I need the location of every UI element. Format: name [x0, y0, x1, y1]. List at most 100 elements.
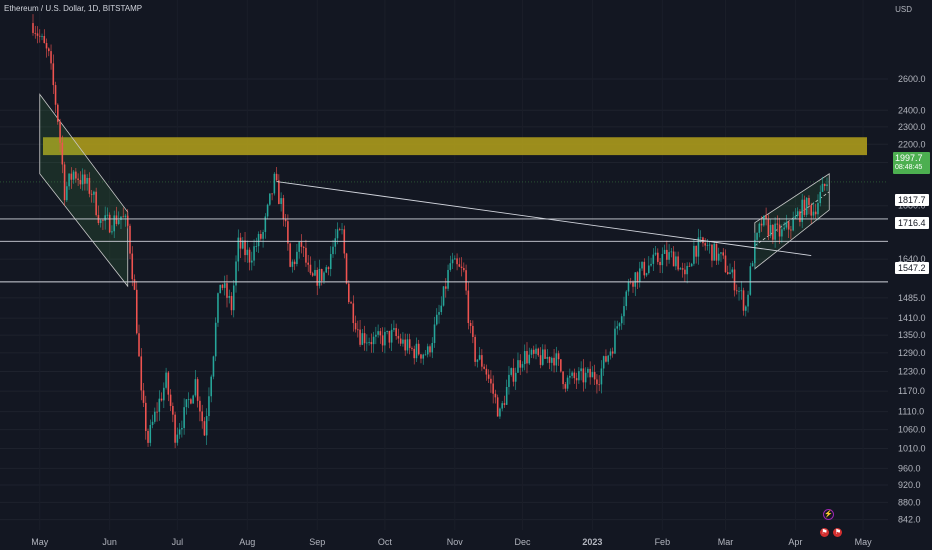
candle-body — [199, 400, 201, 412]
candle-body — [715, 243, 718, 261]
y-tick-label: 1110.0 — [898, 407, 924, 417]
y-tick-label: 1010.0 — [898, 444, 926, 454]
candle-body — [616, 326, 619, 329]
y-tick-label: 1230.0 — [898, 367, 926, 377]
chart-title: Ethereum / U.S. Dollar, 1D, BITSTAMP — [4, 4, 143, 13]
candle-body — [472, 325, 474, 337]
candle-body — [783, 227, 785, 230]
candle-body — [668, 252, 670, 260]
candle-body — [93, 191, 95, 195]
candle-body — [593, 372, 596, 380]
candle-body — [496, 397, 499, 417]
candle-body — [384, 331, 386, 346]
price-axis[interactable]: 2600.02400.02300.02200.02100.01880.01640… — [898, 74, 926, 525]
candle-body — [70, 173, 73, 180]
candle-body — [474, 336, 476, 362]
candle-body — [361, 333, 364, 345]
candle-body — [560, 359, 562, 372]
candle-body — [341, 229, 343, 231]
candle-body — [271, 193, 273, 195]
candle-body — [59, 121, 61, 143]
candle-body — [311, 273, 314, 276]
candle-body — [142, 390, 145, 403]
candle-body — [354, 323, 357, 330]
candle-body — [359, 329, 361, 345]
candle-body — [609, 351, 612, 356]
candle-body — [232, 285, 235, 311]
candle-body — [611, 351, 614, 354]
candle-body — [760, 223, 763, 226]
x-tick-label: May — [31, 537, 49, 547]
candle-body — [151, 421, 154, 425]
y-tick-label: 960.0 — [898, 463, 921, 473]
candle-body — [794, 215, 797, 219]
candle-body — [598, 384, 600, 386]
candle-body — [435, 314, 438, 325]
candle-body — [372, 336, 375, 345]
candle-body — [826, 184, 828, 187]
candle-body — [555, 353, 558, 366]
candle-body — [458, 264, 461, 267]
flag-icon[interactable]: ⚑ — [820, 528, 829, 537]
candle-body — [781, 229, 783, 237]
candle-body — [406, 339, 409, 351]
resistance-zone — [43, 137, 867, 156]
current-price-value: 1997.7 — [895, 153, 923, 163]
candle-body — [208, 396, 210, 417]
candle-body — [742, 290, 745, 311]
candle-body — [241, 240, 244, 249]
candle-body — [819, 191, 822, 204]
candle-body — [733, 269, 736, 291]
x-tick-label: Mar — [718, 537, 734, 547]
lightning-icon[interactable]: ⚡ — [823, 509, 834, 520]
candle-body — [429, 346, 431, 353]
candle-body — [280, 198, 282, 205]
candle-body — [785, 221, 788, 228]
flag-icon[interactable]: ⚑ — [833, 528, 843, 537]
candle-body — [713, 243, 716, 261]
candle-body — [438, 312, 440, 315]
candle-body — [79, 179, 82, 185]
candle-body — [424, 354, 427, 356]
candle-body — [632, 282, 634, 287]
candle-body — [675, 256, 677, 267]
y-tick-label: 2600.0 — [898, 74, 926, 84]
candle-body — [810, 205, 812, 216]
candle-body — [758, 223, 761, 233]
candle-body — [751, 263, 754, 267]
candle-body — [61, 142, 64, 165]
candle-body — [88, 177, 91, 194]
candle-body — [539, 355, 542, 365]
candle-body — [645, 273, 648, 276]
candle-body — [291, 261, 294, 267]
candle-body — [821, 183, 824, 192]
candle-body — [135, 289, 138, 334]
candle-body — [126, 215, 129, 226]
candle-body — [66, 186, 68, 201]
candle-body — [366, 342, 368, 344]
candle-body — [417, 343, 420, 355]
level-badge-1: 1817.7 — [895, 194, 929, 206]
candle-body — [589, 368, 591, 378]
candle-body — [395, 328, 397, 337]
candle-body — [318, 268, 321, 286]
candle-body — [799, 211, 801, 222]
candle-body — [582, 368, 585, 383]
candle-body — [115, 215, 118, 224]
candle-body — [580, 368, 582, 372]
candle-body — [440, 305, 443, 313]
candle-body — [237, 237, 240, 262]
candle-body — [264, 216, 267, 232]
candle-body — [571, 372, 573, 376]
candle-body — [693, 245, 695, 264]
candle-body — [393, 328, 395, 330]
candle-body — [144, 402, 147, 431]
candle-body — [269, 193, 271, 205]
candle-body — [75, 171, 77, 179]
candle-body — [814, 211, 817, 215]
candle-body — [133, 279, 136, 290]
candle-body — [505, 386, 508, 405]
time-axis[interactable]: May Jun Jul Aug Sep Oct Nov Dec 2023 Feb Mar Apr May — [31, 537, 872, 547]
currency-label: USD — [895, 5, 912, 14]
